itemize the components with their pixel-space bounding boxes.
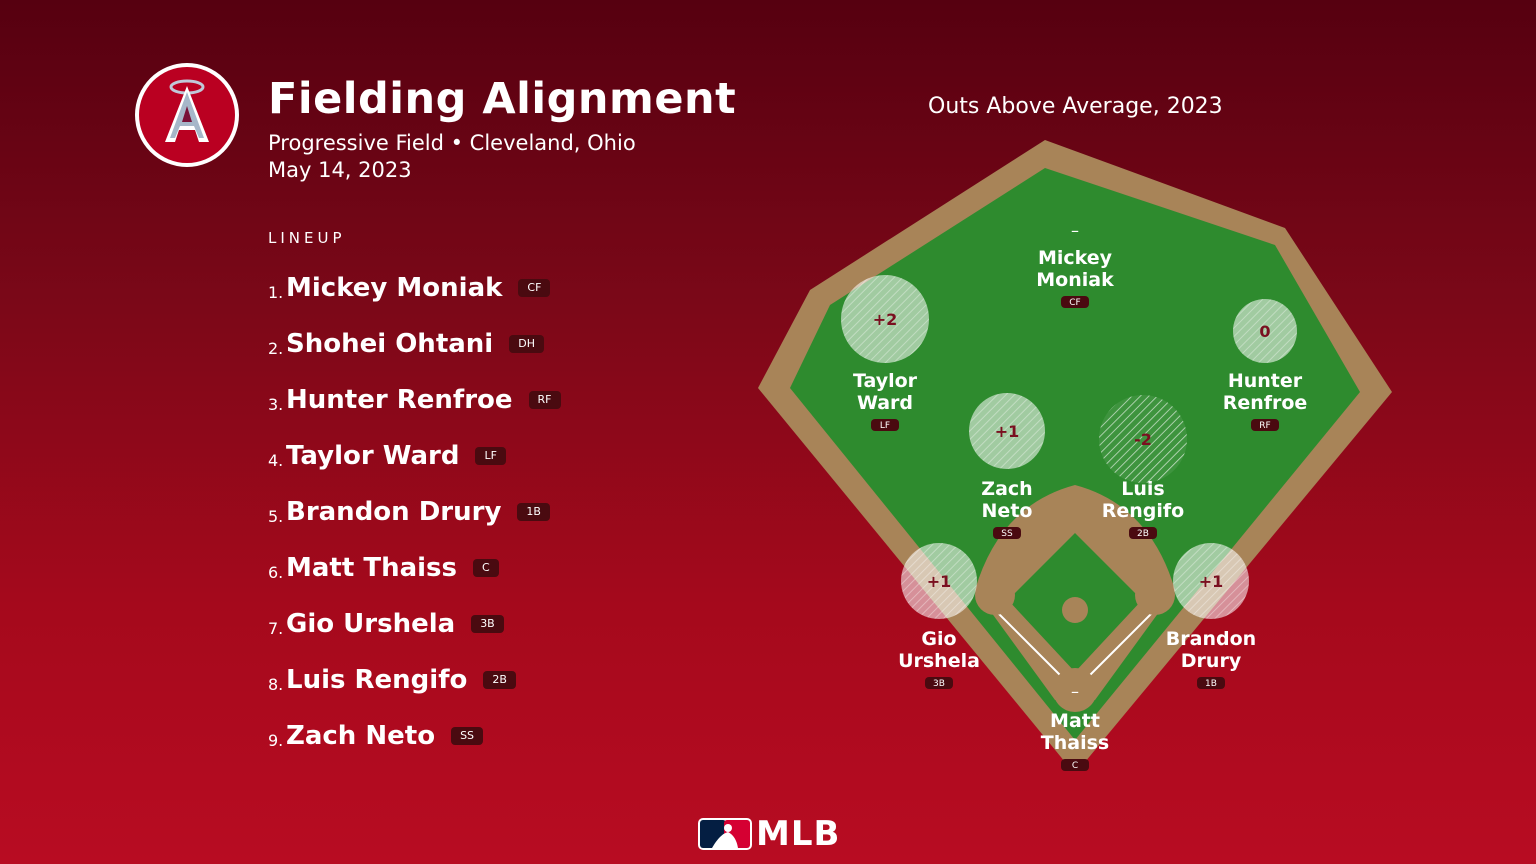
lineup-number: 1. — [268, 282, 284, 302]
oaa-circle-2b — [1099, 395, 1187, 483]
field-player-first-name: Mickey — [1038, 247, 1113, 269]
position-badge: LF — [475, 447, 506, 465]
home-plate-dirt — [1053, 668, 1097, 712]
field-player-last-name: Ward — [857, 392, 913, 414]
lineup-player-name: Hunter Renfroe — [286, 385, 513, 415]
lineup-player-name: Gio Urshela — [286, 609, 456, 639]
lineup-item: 6. Matt Thaiss C — [268, 540, 561, 596]
oaa-circle-3b — [901, 543, 977, 619]
oaa-value-3b: +1 — [927, 572, 952, 591]
field-player-last-name: Rengifo — [1102, 500, 1184, 522]
position-badge: 2B — [483, 671, 516, 689]
pitchers-mound — [1062, 597, 1088, 623]
position-badge: 3B — [471, 615, 504, 633]
field-player-first-name: Luis — [1121, 478, 1164, 500]
field-player-last-name: Moniak — [1036, 269, 1114, 291]
field-position-label: 1B — [1205, 679, 1217, 689]
position-badge: 1B — [517, 503, 550, 521]
lineup-number: 7. — [268, 618, 284, 638]
lineup-number: 3. — [268, 394, 284, 414]
lineup-number: 6. — [268, 562, 284, 582]
field-player-first-name: Brandon — [1166, 628, 1256, 650]
lineup-number: 9. — [268, 730, 284, 750]
position-badge: SS — [451, 727, 484, 745]
field-position-badge — [1251, 419, 1279, 431]
lineup-item: 9. Zach Neto SS — [268, 708, 561, 764]
lineup-player-name: Luis Rengifo — [286, 665, 468, 695]
lineup-player-name: Brandon Drury — [286, 497, 502, 527]
oaa-value-cf: – — [1071, 221, 1079, 240]
lineup-list: 1. Mickey Moniak CF 2. Shohei Ohtani DH 3. Hu… — [268, 260, 561, 764]
field-player-first-name: Gio — [921, 628, 956, 650]
field-player-first-name: Zach — [981, 478, 1032, 500]
oaa-circle-rf — [1233, 299, 1297, 363]
lineup-item: 4. Taylor Ward LF — [268, 428, 561, 484]
lineup-heading: LINEUP — [268, 229, 346, 247]
oaa-value-ss: +1 — [995, 422, 1020, 441]
oaa-circle-ss — [969, 393, 1045, 469]
field-player-last-name: Drury — [1181, 650, 1242, 672]
lineup-item: 1. Mickey Moniak CF — [268, 260, 561, 316]
field-position-label: RF — [1259, 421, 1270, 431]
field-position-badge — [925, 677, 953, 689]
lineup-player-name: Shohei Ohtani — [286, 329, 494, 359]
field-position-label: C — [1072, 761, 1078, 771]
field-player-last-name: Renfroe — [1223, 392, 1308, 414]
field-position-label: 3B — [933, 679, 945, 689]
field-player-last-name: Neto — [982, 500, 1033, 522]
oaa-value-rf: 0 — [1259, 322, 1270, 341]
oaa-value-lf: +2 — [873, 310, 898, 329]
field-position-label: LF — [880, 421, 890, 431]
field-player-first-name: Hunter — [1228, 370, 1303, 392]
field-position-badge — [871, 419, 899, 431]
field-position-label: CF — [1069, 298, 1080, 308]
date-text: May 14, 2023 — [268, 158, 412, 182]
lineup-number: 4. — [268, 450, 284, 470]
lineup-number: 5. — [268, 506, 284, 526]
field-position-badge — [1061, 759, 1089, 771]
page-title: Fielding Alignment — [268, 74, 737, 124]
oaa-value-1b: +1 — [1199, 572, 1224, 591]
mlb-logo-icon: MLB — [698, 814, 840, 854]
field-player-first-name: Matt — [1050, 710, 1100, 732]
oaa-circle-1b — [1173, 543, 1249, 619]
lineup-number: 2. — [268, 338, 284, 358]
lineup-player-name: Mickey Moniak — [286, 273, 503, 303]
field-position-badge — [1197, 677, 1225, 689]
field-player-last-name: Thaiss — [1041, 732, 1109, 754]
lineup-number: 8. — [268, 674, 284, 694]
venue-text: Progressive Field • Cleveland, Ohio — [268, 131, 636, 155]
page-subtitle: Progressive Field • Cleveland, Ohio May … — [268, 130, 636, 184]
lineup-item: 2. Shohei Ohtani DH — [268, 316, 561, 372]
field-player-first-name: Taylor — [853, 370, 918, 392]
field-position-badge — [993, 527, 1021, 539]
field-position-badge — [1061, 296, 1089, 308]
position-badge: RF — [528, 391, 561, 409]
lineup-player-name: Matt Thaiss — [286, 553, 457, 583]
lineup-item: 3. Hunter Renfroe RF — [268, 372, 561, 428]
field-player-last-name: Urshela — [898, 650, 980, 672]
mlb-wordmark: MLB — [756, 814, 841, 854]
position-badge: CF — [518, 279, 551, 297]
oaa-value-c: – — [1071, 682, 1079, 701]
field-position-label: 2B — [1137, 529, 1149, 539]
lineup-item: 8. Luis Rengifo 2B — [268, 652, 561, 708]
outfield-grass — [790, 168, 1360, 740]
angels-logo-icon — [134, 62, 240, 168]
lineup-item: 5. Brandon Drury 1B — [268, 484, 561, 540]
oaa-circle-lf — [841, 275, 929, 363]
lineup-player-name: Taylor Ward — [286, 441, 460, 471]
lineup-player-name: Zach Neto — [286, 721, 436, 751]
position-badge: DH — [509, 335, 544, 353]
field-position-label: SS — [1001, 529, 1013, 539]
oaa-title: Outs Above Average, 2023 — [928, 94, 1223, 119]
field-position-badge — [1129, 527, 1157, 539]
oaa-value-2b: -2 — [1134, 430, 1152, 449]
lineup-item: 7. Gio Urshela 3B — [268, 596, 561, 652]
position-badge: C — [472, 559, 499, 577]
